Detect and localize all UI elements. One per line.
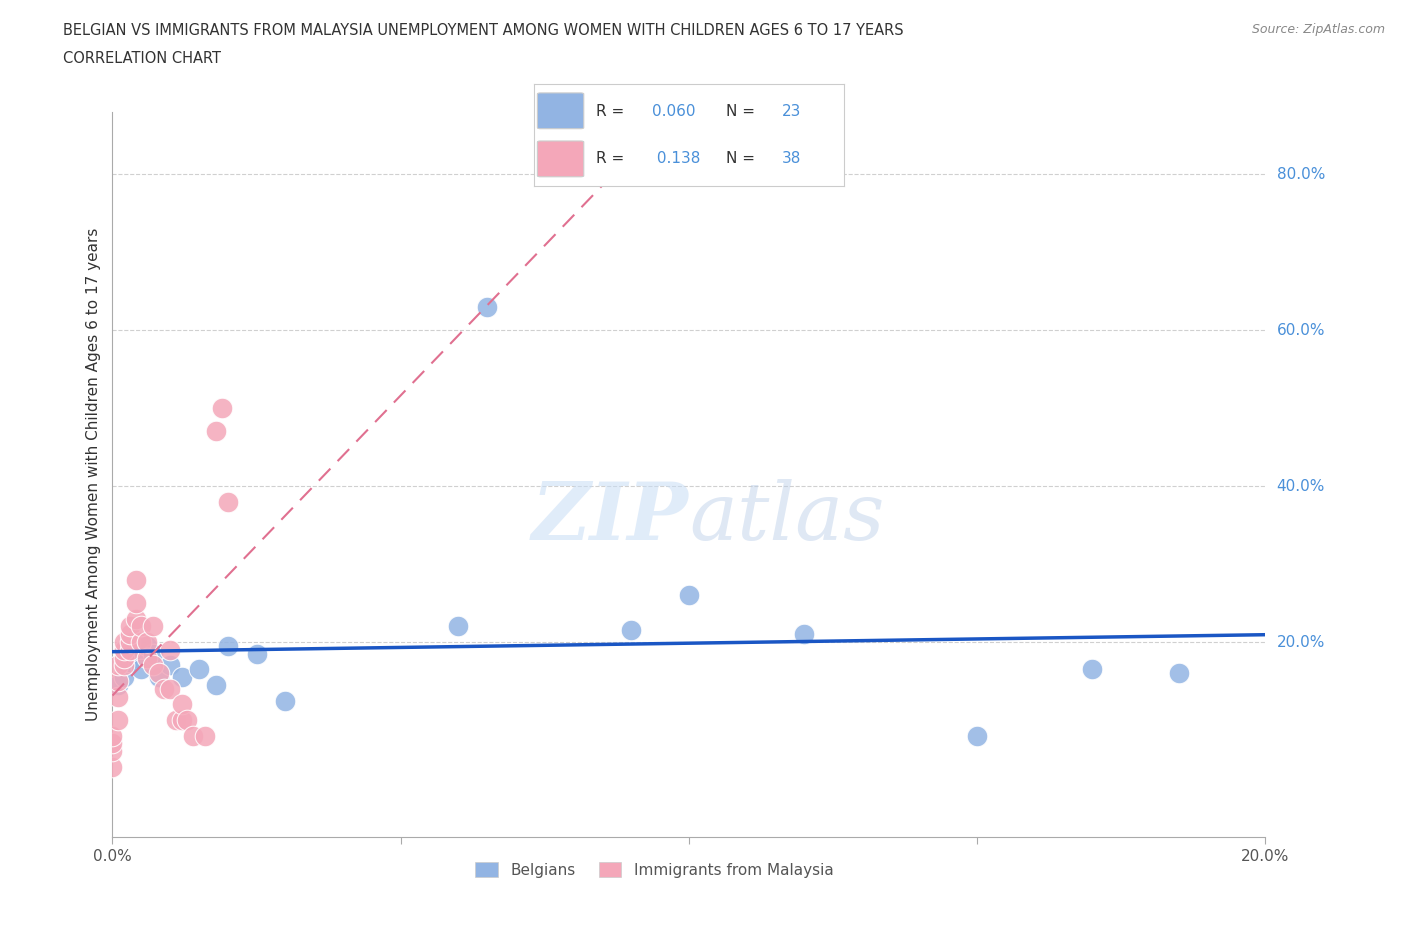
Point bbox=[159, 643, 181, 658]
Point bbox=[153, 682, 176, 697]
Point bbox=[148, 666, 170, 681]
Point bbox=[107, 677, 129, 692]
Text: CORRELATION CHART: CORRELATION CHART bbox=[63, 51, 221, 66]
Point bbox=[170, 670, 193, 684]
Point bbox=[142, 658, 165, 672]
Point bbox=[107, 658, 129, 672]
Text: atlas: atlas bbox=[689, 479, 884, 556]
Text: 0.138: 0.138 bbox=[652, 151, 700, 166]
Point bbox=[124, 572, 146, 587]
Y-axis label: Unemployment Among Women with Children Ages 6 to 17 years: Unemployment Among Women with Children A… bbox=[86, 228, 101, 721]
Point bbox=[136, 650, 159, 665]
Text: R =: R = bbox=[596, 151, 624, 166]
Text: N =: N = bbox=[725, 151, 755, 166]
Point bbox=[112, 658, 135, 672]
Point bbox=[148, 670, 170, 684]
Legend: Belgians, Immigrants from Malaysia: Belgians, Immigrants from Malaysia bbox=[470, 856, 839, 884]
Point bbox=[129, 619, 153, 634]
Text: Source: ZipAtlas.com: Source: ZipAtlas.com bbox=[1251, 23, 1385, 36]
Point bbox=[1081, 662, 1104, 677]
Point bbox=[165, 712, 187, 727]
Point bbox=[112, 650, 135, 665]
Text: 20.0%: 20.0% bbox=[1277, 634, 1324, 649]
Text: 0.060: 0.060 bbox=[652, 104, 696, 119]
Point bbox=[142, 646, 165, 661]
Text: 23: 23 bbox=[782, 104, 801, 119]
Point bbox=[205, 424, 228, 439]
FancyBboxPatch shape bbox=[537, 93, 583, 128]
Text: 80.0%: 80.0% bbox=[1277, 166, 1324, 181]
Point bbox=[966, 728, 988, 743]
Point bbox=[194, 728, 217, 743]
Point bbox=[118, 643, 141, 658]
Point bbox=[101, 760, 124, 775]
Point bbox=[101, 736, 124, 751]
Text: 60.0%: 60.0% bbox=[1277, 323, 1324, 338]
Point bbox=[129, 662, 153, 677]
Text: BELGIAN VS IMMIGRANTS FROM MALAYSIA UNEMPLOYMENT AMONG WOMEN WITH CHILDREN AGES : BELGIAN VS IMMIGRANTS FROM MALAYSIA UNEM… bbox=[63, 23, 904, 38]
Point bbox=[118, 634, 141, 649]
Point bbox=[159, 658, 181, 672]
Point bbox=[170, 697, 193, 711]
Point bbox=[118, 654, 141, 669]
Point bbox=[1167, 666, 1189, 681]
FancyBboxPatch shape bbox=[537, 141, 583, 177]
Text: 38: 38 bbox=[782, 151, 801, 166]
Point bbox=[447, 619, 470, 634]
Text: R =: R = bbox=[596, 104, 624, 119]
Point bbox=[112, 643, 135, 658]
Point bbox=[181, 728, 204, 743]
Point bbox=[129, 634, 153, 649]
Point bbox=[107, 712, 129, 727]
Point bbox=[274, 693, 297, 708]
Text: ZIP: ZIP bbox=[531, 479, 689, 556]
Point bbox=[118, 627, 141, 642]
Point bbox=[118, 619, 141, 634]
Point bbox=[107, 689, 129, 704]
Point bbox=[136, 634, 159, 649]
Point bbox=[678, 588, 700, 603]
Point bbox=[136, 639, 159, 654]
Point bbox=[217, 639, 239, 654]
Point bbox=[475, 299, 499, 314]
Point bbox=[112, 634, 135, 649]
Point bbox=[205, 677, 228, 692]
Point bbox=[159, 682, 181, 697]
Point bbox=[107, 673, 129, 688]
Point bbox=[793, 627, 815, 642]
Point bbox=[101, 744, 124, 759]
Point bbox=[170, 712, 193, 727]
Point bbox=[124, 595, 146, 610]
Point bbox=[142, 619, 165, 634]
Text: 40.0%: 40.0% bbox=[1277, 479, 1324, 494]
Point bbox=[101, 728, 124, 743]
Point bbox=[217, 494, 239, 509]
Point bbox=[620, 623, 643, 638]
Point bbox=[124, 650, 146, 665]
Point bbox=[188, 662, 211, 677]
Point bbox=[124, 611, 146, 626]
Point bbox=[112, 670, 135, 684]
Point bbox=[176, 712, 198, 727]
Text: N =: N = bbox=[725, 104, 755, 119]
Point bbox=[246, 646, 269, 661]
Point bbox=[211, 401, 233, 416]
